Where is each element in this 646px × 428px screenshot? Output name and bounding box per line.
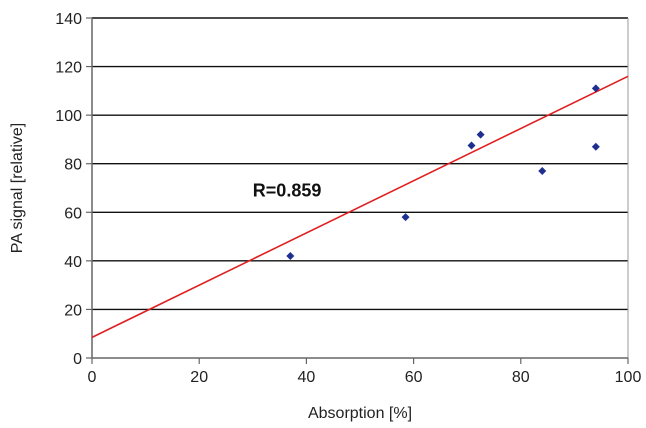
y-tick-label: 40 bbox=[64, 254, 82, 271]
y-tick-label: 0 bbox=[73, 351, 82, 368]
y-tick-labels: 0 20 40 60 80 100 120 140 bbox=[55, 11, 82, 368]
y-axis-title: PA signal [relative] bbox=[9, 123, 26, 253]
x-tick-label: 0 bbox=[88, 369, 97, 386]
x-tick-label: 100 bbox=[615, 369, 642, 386]
annotation-r-value: R=0.859 bbox=[253, 180, 322, 200]
y-tick-label: 140 bbox=[55, 11, 82, 28]
x-tick-label: 20 bbox=[190, 369, 208, 386]
x-tick-label: 80 bbox=[512, 369, 530, 386]
y-tick-label: 80 bbox=[64, 157, 82, 174]
x-tick-label: 60 bbox=[405, 369, 423, 386]
y-tick-label: 20 bbox=[64, 302, 82, 319]
plot-area bbox=[92, 18, 628, 358]
x-tick-label: 40 bbox=[298, 369, 316, 386]
y-tick-label: 100 bbox=[55, 108, 82, 125]
x-axis-title: Absorption [%] bbox=[308, 405, 412, 422]
y-tick-label: 60 bbox=[64, 205, 82, 222]
x-tick-labels: 0 20 40 60 80 100 bbox=[88, 369, 642, 386]
y-tick-label: 120 bbox=[55, 60, 82, 77]
